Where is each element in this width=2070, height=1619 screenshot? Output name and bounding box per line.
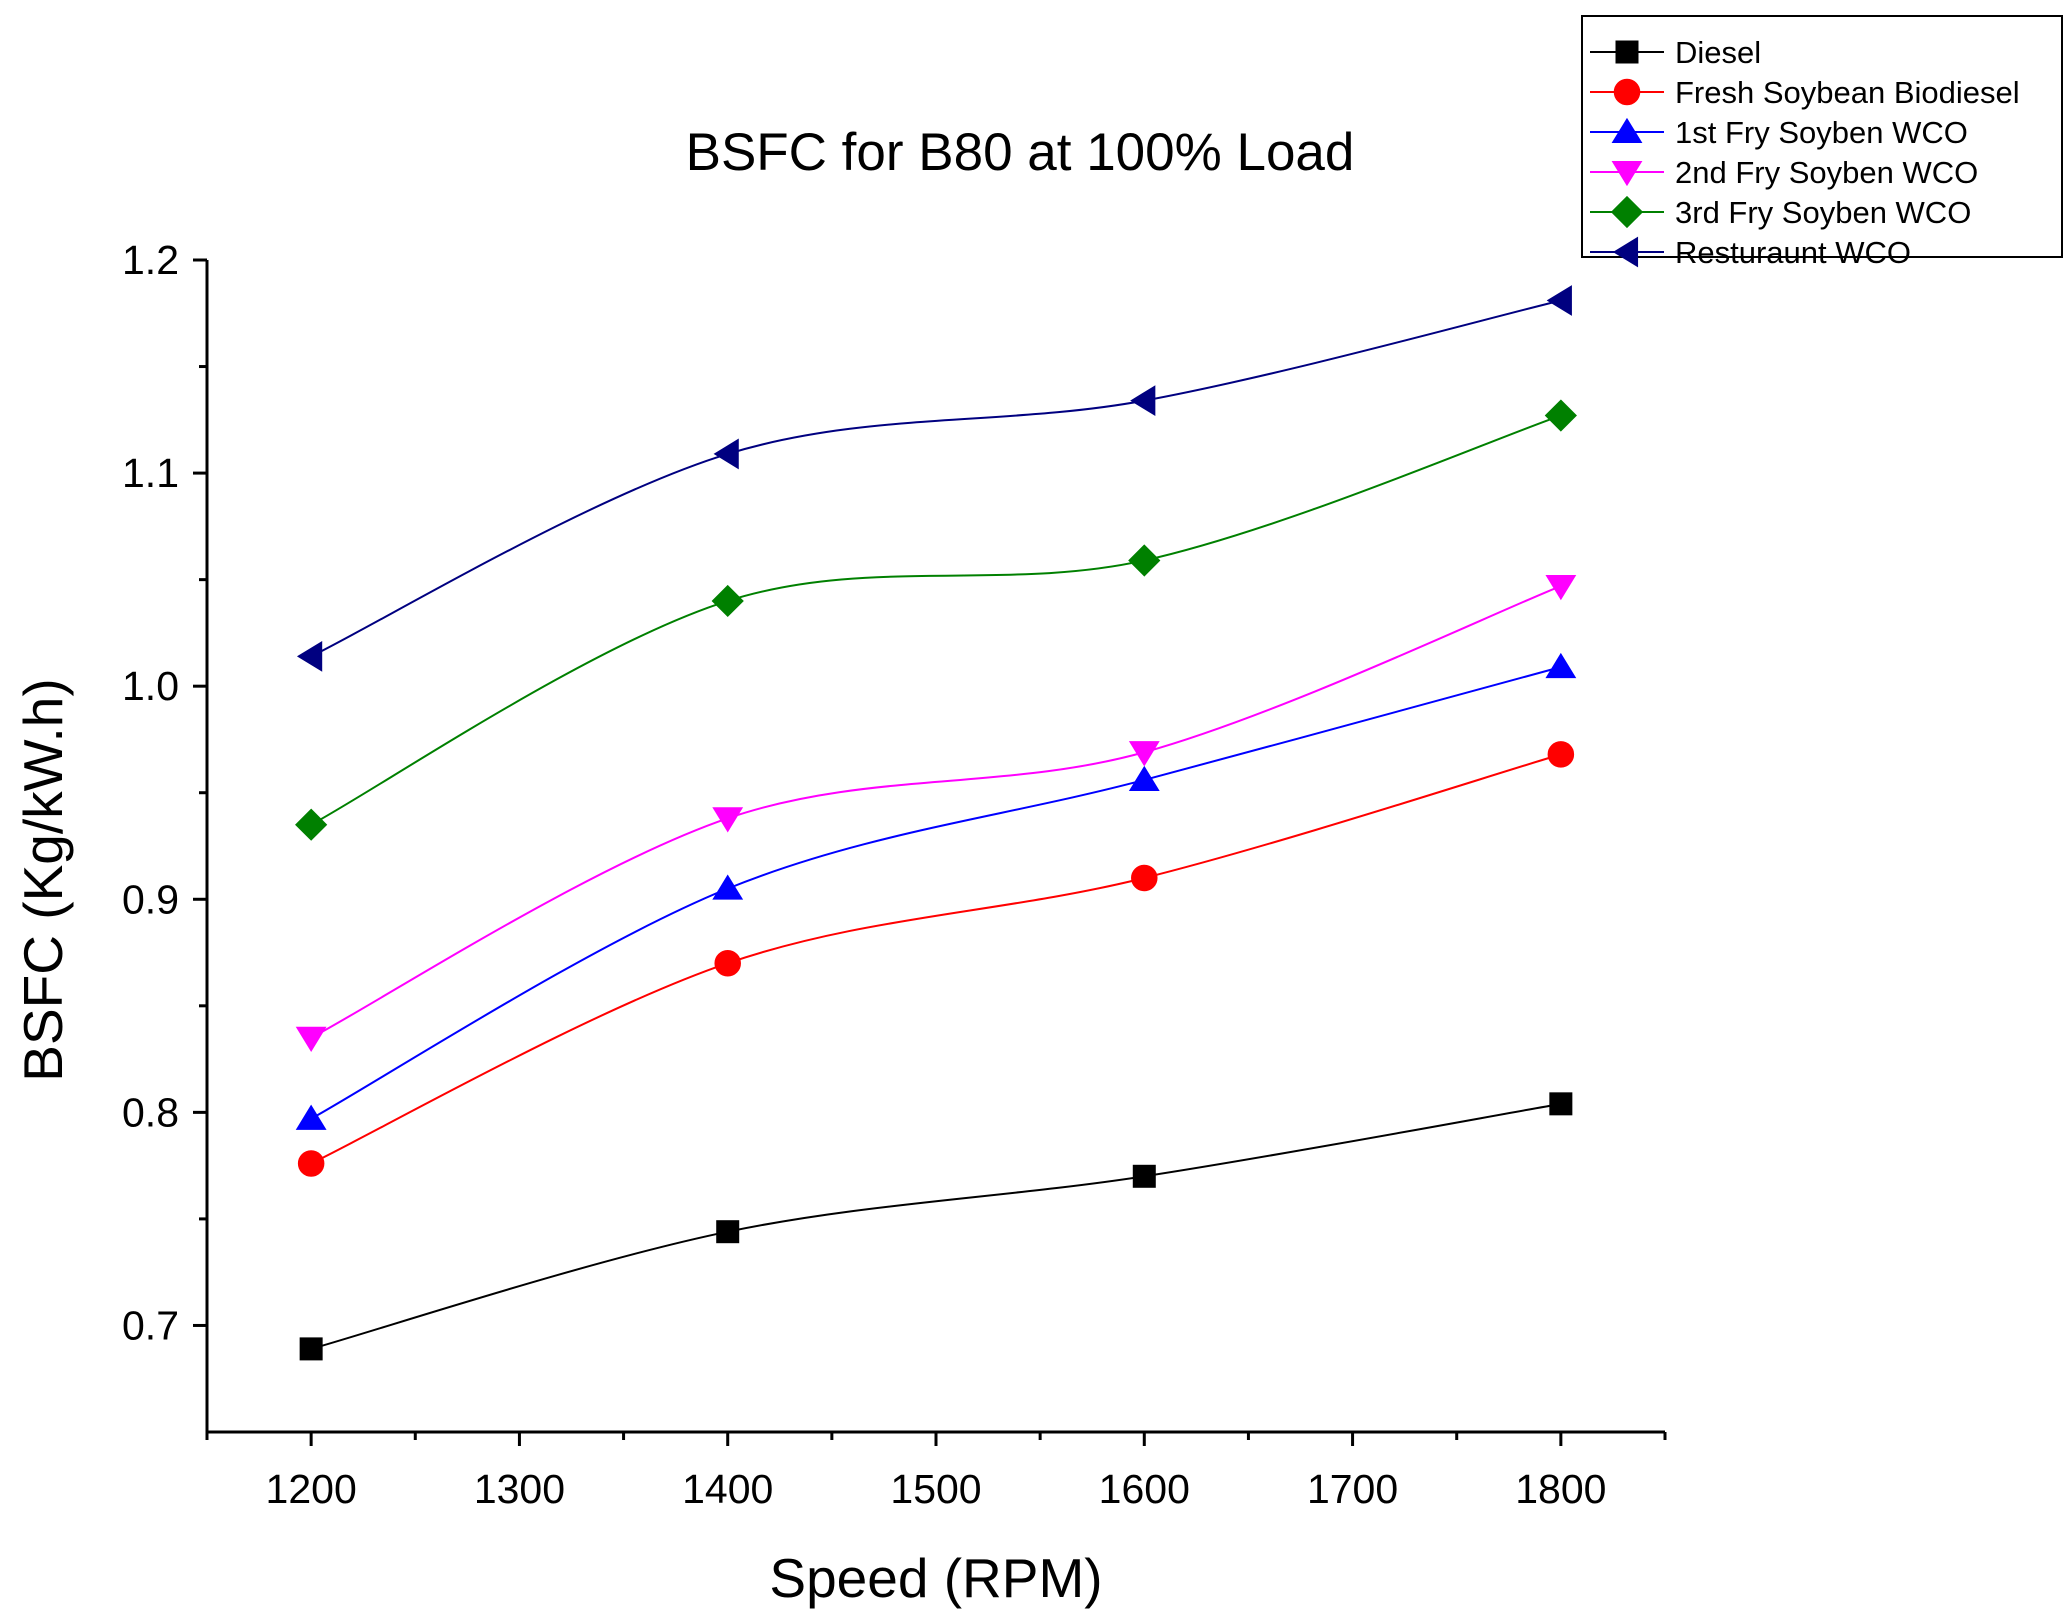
x-tick-label: 1300	[474, 1466, 565, 1512]
chart-title: BSFC for B80 at 100% Load	[686, 123, 1355, 182]
data-point	[296, 640, 323, 672]
legend-label: Diesel	[1675, 35, 1761, 70]
y-tick-label: 1.1	[122, 450, 179, 496]
legend-item: 2nd Fry Soyben WCO	[1590, 155, 1978, 190]
legend-item: Resturaunt WCO	[1590, 235, 1911, 270]
series-2nd-fry-soyben-wco	[295, 574, 1577, 1052]
legend-item: 1st Fry Soyben WCO	[1590, 115, 1968, 150]
data-point	[711, 584, 744, 618]
x-tick-label: 1800	[1515, 1466, 1606, 1512]
x-axis-label: Speed (RPM)	[769, 1547, 1102, 1609]
data-point	[295, 808, 328, 841]
legend-item: Fresh Soybean Biodiesel	[1590, 75, 2020, 110]
legend-marker	[1610, 195, 1644, 229]
legend-marker	[1611, 160, 1643, 187]
data-point	[713, 438, 739, 470]
legend-label: Fresh Soybean Biodiesel	[1675, 75, 2020, 110]
x-tick-label: 1600	[1099, 1466, 1190, 1512]
data-point	[712, 807, 744, 833]
data-point	[1128, 741, 1160, 767]
data-point	[1128, 544, 1161, 577]
y-ticks: 0.7 0.8 0.9 1.0 1.1 1.2	[122, 237, 207, 1348]
legend-marker	[1612, 236, 1639, 268]
x-tick-label: 1700	[1307, 1466, 1398, 1512]
series-fresh-soybean-biodiesel	[297, 741, 1575, 1177]
data-point	[1131, 864, 1158, 892]
series-line	[310, 414, 1562, 826]
legend-label: 3rd Fry Soyben WCO	[1675, 195, 1971, 230]
series-1st-fry-soyben-wco	[295, 652, 1577, 1130]
data-point	[1128, 765, 1160, 792]
y-tick-label: 1.0	[122, 663, 179, 709]
axes	[205, 260, 1665, 1434]
data-point	[295, 1104, 327, 1130]
data-point	[716, 1220, 740, 1244]
data-point	[1546, 285, 1572, 316]
legend-box	[1581, 15, 2063, 258]
legend-marker	[1615, 40, 1639, 64]
legend: Diesel Fresh Soybean Biodiesel 1st Fry Soy…	[1581, 15, 2063, 270]
legend-label: 1st Fry Soyben WCO	[1675, 115, 1968, 150]
data-point	[297, 1150, 325, 1177]
data-point	[1545, 652, 1577, 679]
data-point	[1130, 385, 1156, 417]
y-tick-label: 1.2	[122, 237, 179, 283]
series-layer	[295, 285, 1577, 1361]
data-point	[712, 874, 744, 900]
series-line	[310, 753, 1562, 1165]
series-line	[310, 666, 1562, 1120]
series-resturaunt-wco	[296, 285, 1572, 672]
data-point	[1132, 1164, 1156, 1188]
y-tick-label: 0.9	[122, 876, 179, 922]
series-line	[310, 585, 1562, 1039]
legend-label: 2nd Fry Soyben WCO	[1675, 155, 1978, 190]
y-tick-label: 0.8	[122, 1089, 179, 1135]
data-point	[1547, 741, 1575, 768]
legend-label: Resturaunt WCO	[1675, 235, 1911, 270]
series-line	[310, 1102, 1562, 1350]
x-tick-label: 1400	[682, 1466, 773, 1512]
series-diesel	[299, 1092, 1573, 1361]
y-axis-label: BSFC (Kg/kW.h)	[12, 678, 74, 1081]
series-3rd-fry-soyben-wco	[295, 399, 1577, 841]
data-point	[1544, 399, 1577, 432]
y-tick-label: 0.7	[122, 1302, 179, 1348]
legend-item: Diesel	[1590, 35, 1761, 70]
legend-marker	[1613, 78, 1641, 106]
legend-item: 3rd Fry Soyben WCO	[1590, 195, 1971, 230]
data-point	[299, 1337, 323, 1361]
x-tick-label: 1500	[890, 1466, 981, 1512]
data-point	[295, 1026, 327, 1052]
legend-marker	[1611, 117, 1643, 144]
x-ticks: 1200 1300 1400 1500 1600 1700 1800	[205, 1432, 1667, 1512]
series-line	[310, 299, 1562, 658]
data-point	[714, 949, 741, 977]
data-point	[1545, 574, 1577, 601]
data-point	[1549, 1092, 1573, 1116]
x-tick-label: 1200	[266, 1466, 357, 1512]
